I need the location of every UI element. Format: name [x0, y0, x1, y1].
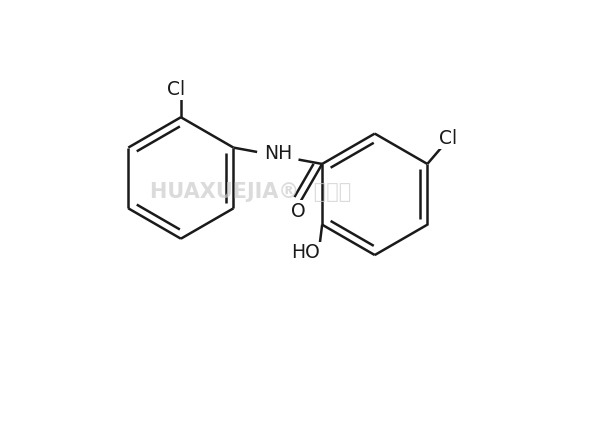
Text: HUAXUEJIA®  化学加: HUAXUEJIA® 化学加 [150, 182, 351, 202]
Text: Cl: Cl [439, 129, 457, 148]
Text: HO: HO [292, 243, 320, 262]
Text: O: O [292, 202, 306, 221]
Text: NH: NH [263, 144, 292, 163]
Text: Cl: Cl [167, 80, 185, 99]
